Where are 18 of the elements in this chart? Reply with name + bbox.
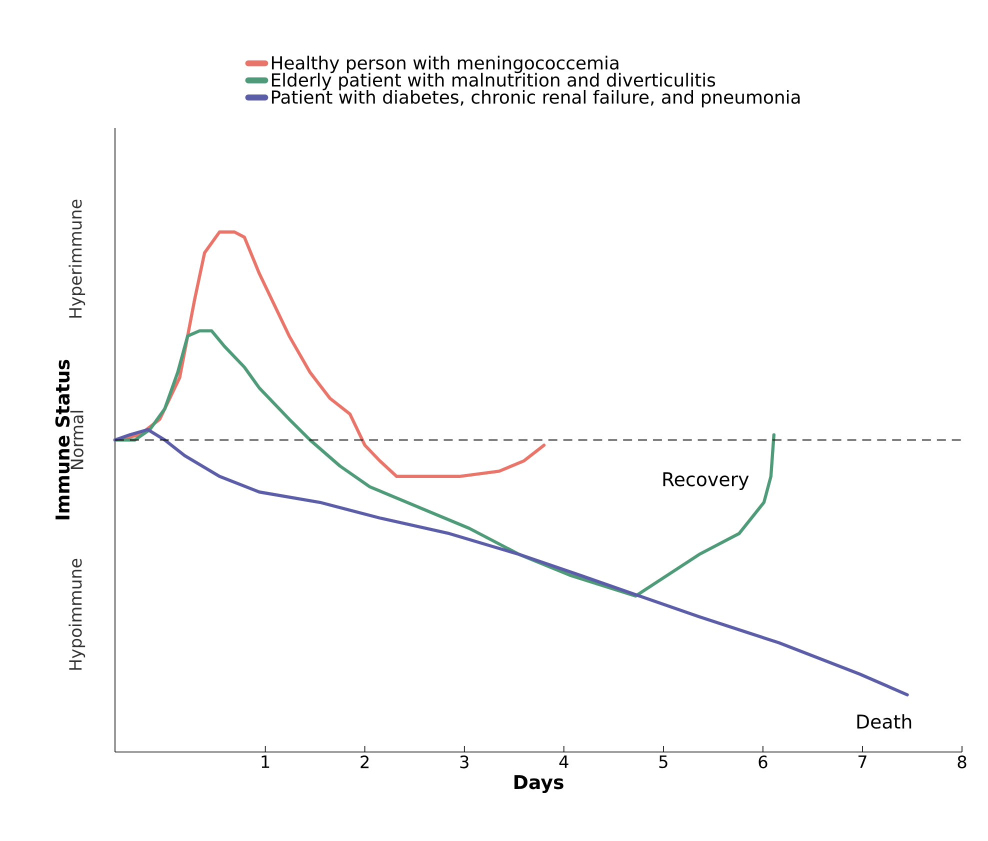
x-tick-label: 4 [559, 756, 568, 768]
text: Hypoimmune [68, 558, 86, 670]
annotation: Death [857, 714, 912, 729]
legend-label: Healthy person with meningococcemia [272, 56, 618, 74]
x-tick-label: 5 [659, 756, 668, 768]
y-axis-title: Immune Status [55, 360, 70, 520]
legend-label: Patient with diabetes, chronic renal failure, and pneumonia [272, 90, 800, 108]
x-tick-label: 8 [958, 756, 966, 768]
x-tick-label: 6 [758, 756, 768, 768]
x-axis-title: Days [514, 775, 564, 794]
annotation: Recovery [663, 472, 749, 490]
x-tick-label: 7 [858, 756, 866, 768]
x-tick-label: 2 [360, 756, 369, 768]
text: Hyperimmune [68, 200, 86, 318]
x-tick-label: 3 [460, 756, 468, 768]
legend-label: Elderly patient with malnutrition and diverticulitis [272, 72, 716, 90]
text: Normal [70, 410, 84, 469]
x-tick-label: 1 [262, 756, 270, 768]
